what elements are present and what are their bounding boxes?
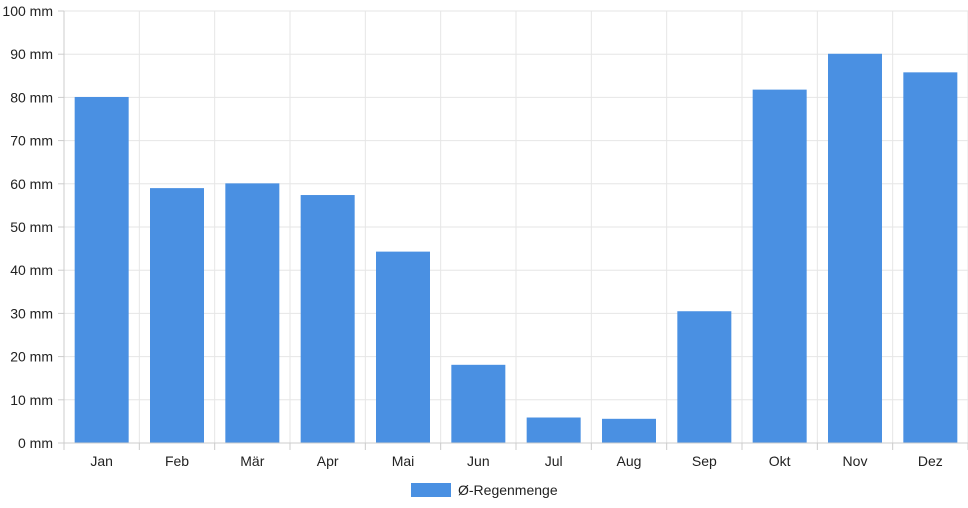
legend[interactable]: Ø-Regenmenge (411, 482, 558, 498)
bar-3[interactable] (225, 183, 280, 444)
bar-5[interactable] (376, 251, 430, 443)
bar-4[interactable] (300, 195, 355, 443)
bars (74, 53, 958, 444)
bar-9[interactable] (677, 311, 732, 443)
axes (58, 10, 968, 450)
bar-12[interactable] (903, 72, 958, 444)
y-tick-label: 100 mm (2, 3, 53, 19)
x-tick-label: Dez (918, 453, 943, 469)
x-tick-label: Apr (317, 453, 339, 469)
y-tick-label: 80 mm (10, 89, 53, 105)
bar-11[interactable] (828, 53, 882, 443)
bar-7[interactable] (526, 417, 581, 443)
x-tick-label: Mai (392, 453, 415, 469)
x-tick-label: Mär (240, 453, 264, 469)
bar-2[interactable] (150, 188, 204, 443)
x-tick-label: Feb (165, 453, 189, 469)
y-tick-label: 90 mm (10, 46, 53, 62)
legend-label[interactable]: Ø-Regenmenge (458, 482, 558, 498)
bar-6[interactable] (451, 364, 506, 443)
legend-swatch[interactable] (411, 483, 451, 497)
bar-1[interactable] (74, 96, 129, 443)
y-tick-label: 0 mm (18, 435, 53, 451)
x-tick-label: Sep (692, 453, 717, 469)
x-tick-label: Aug (617, 453, 642, 469)
x-tick-label: Jan (90, 453, 113, 469)
x-tick-label: Nov (843, 453, 868, 469)
x-tick-label: Jul (545, 453, 563, 469)
x-axis-tick-labels: Jan Feb Mär Apr Mai Jun Jul Aug Sep Okt Nov Dez (90, 453, 942, 469)
x-tick-label: Jun (467, 453, 490, 469)
y-tick-label: 20 mm (10, 349, 53, 365)
y-axis-tick-labels: 0 mm 10 mm 20 mm 30 mm 40 mm 50 mm 60 mm 70 mm 8… (2, 3, 53, 451)
y-tick-label: 70 mm (10, 133, 53, 149)
bar-10[interactable] (752, 89, 807, 444)
bar-8[interactable] (602, 418, 656, 443)
y-tick-label: 40 mm (10, 262, 53, 278)
y-tick-label: 30 mm (10, 305, 53, 321)
x-tick-label: Okt (769, 453, 791, 469)
y-tick-label: 50 mm (10, 219, 53, 235)
y-tick-label: 10 mm (10, 392, 53, 408)
y-tick-label: 60 mm (10, 176, 53, 192)
